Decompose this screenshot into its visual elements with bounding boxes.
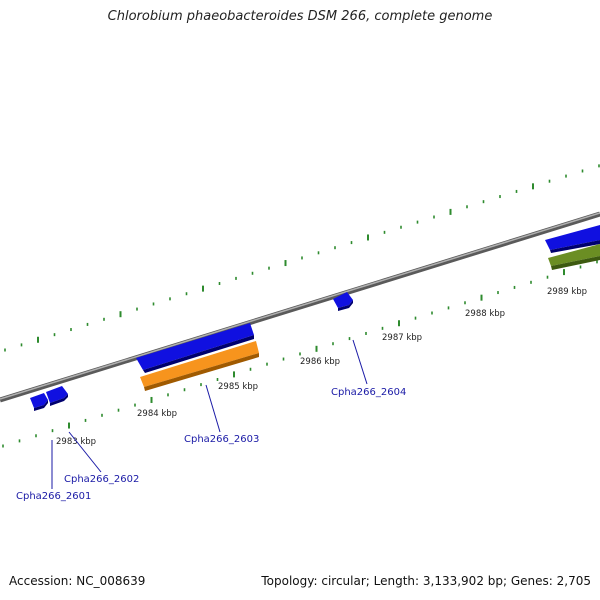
scale-label-2988: 2988 kbp xyxy=(465,309,505,319)
gene-cpha266-2604[interactable] xyxy=(333,292,353,311)
genome-summary-text: Topology: circular; Length: 3,133,902 bp… xyxy=(261,574,591,588)
gene-cpha266-2603-highlight[interactable] xyxy=(140,341,259,391)
gene-right-forward[interactable] xyxy=(545,225,600,253)
gene-label-cpha266-2601[interactable]: Cpha266_2601 xyxy=(16,491,91,502)
scale-label-2986: 2986 kbp xyxy=(300,357,340,367)
accession-text: Accession: NC_008639 xyxy=(9,574,146,588)
upper-tick-track xyxy=(4,164,600,352)
gene-small-1[interactable] xyxy=(30,393,48,411)
lower-tick-track xyxy=(2,260,598,448)
scale-label-2983: 2983 kbp xyxy=(56,437,96,447)
gene-label-cpha266-2602[interactable]: Cpha266_2602 xyxy=(64,474,139,485)
gene-right-other[interactable] xyxy=(548,244,600,270)
gene-small-2[interactable] xyxy=(46,386,68,406)
genome-backbone xyxy=(0,211,600,403)
scale-label-2989: 2989 kbp xyxy=(547,287,587,297)
scale-label-2987: 2987 kbp xyxy=(382,333,422,343)
genome-title: Chlorobium phaeobacteroides DSM 266, com… xyxy=(107,9,493,24)
gene-label-leaders xyxy=(51,339,368,489)
gene-label-cpha266-2603[interactable]: Cpha266_2603 xyxy=(184,434,259,445)
scale-label-2984: 2984 kbp xyxy=(137,409,177,419)
gene-cpha266-2603-forward[interactable] xyxy=(136,323,254,373)
gene-label-cpha266-2604[interactable]: Cpha266_2604 xyxy=(331,387,406,398)
scale-label-2985: 2985 kbp xyxy=(218,382,258,392)
